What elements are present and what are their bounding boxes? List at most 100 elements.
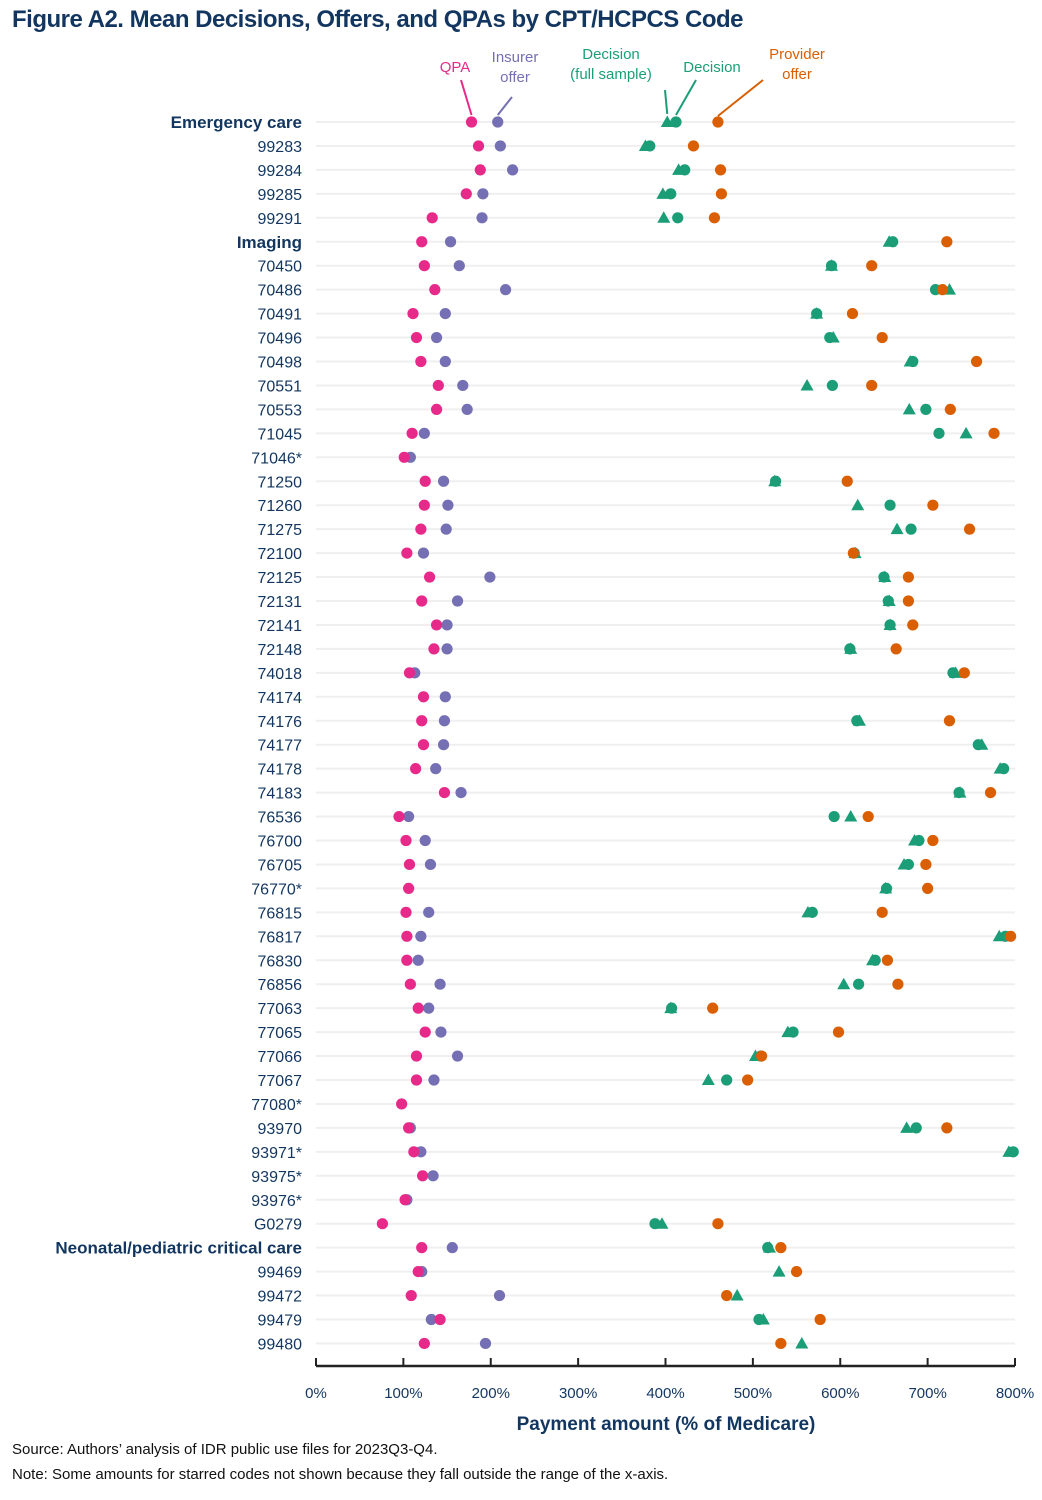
group-label: Emergency care: [171, 113, 302, 132]
code-label: 93971*: [251, 1145, 302, 1162]
insurer-offer-point: [430, 763, 442, 775]
provider-offer-point: [907, 619, 919, 631]
decision-point: [649, 1218, 661, 1230]
decision-point: [913, 834, 925, 847]
provider-offer-point: [790, 1266, 803, 1278]
insurer-offer-point: [453, 260, 465, 272]
provider-offer-point: [941, 1122, 953, 1134]
decision-full-sample-point: [657, 211, 671, 223]
qpa-point: [396, 1098, 408, 1110]
decision-point: [902, 858, 915, 871]
provider-offer-point: [756, 1050, 768, 1062]
provider-offer-point: [866, 260, 878, 272]
x-tick-label: 200%: [472, 1385, 510, 1402]
legend-label-line: Insurer: [492, 49, 539, 66]
qpa-point: [403, 667, 416, 679]
qpa-point: [419, 1026, 431, 1038]
qpa-point: [472, 140, 485, 152]
insurer-offer-point: [424, 858, 437, 871]
code-label: 99472: [258, 1289, 303, 1306]
data-points: [376, 115, 1019, 1350]
insurer-offer-point: [479, 1337, 492, 1350]
provider-offer-point: [876, 906, 888, 918]
x-tick-label: 700%: [908, 1385, 946, 1402]
insurer-offer-point: [441, 643, 453, 655]
qpa-point: [404, 978, 416, 990]
code-label: G0279: [254, 1217, 302, 1234]
decision-point: [884, 619, 896, 631]
qpa-point: [432, 379, 444, 392]
insurer-offer-point: [444, 236, 457, 248]
x-tick-label: 400%: [646, 1385, 684, 1402]
decision-point: [852, 978, 865, 990]
provider-offer-point: [1005, 930, 1017, 942]
insurer-offer-point: [494, 140, 506, 152]
decision-point: [644, 140, 656, 152]
qpa-point: [393, 810, 405, 823]
code-label: 99284: [258, 163, 303, 180]
decision-point: [811, 308, 823, 320]
code-label: 70450: [258, 259, 303, 276]
insurer-offer-point: [425, 1313, 437, 1326]
decision-point: [806, 906, 818, 918]
insurer-offer-point: [430, 331, 443, 344]
qpa-point: [465, 116, 478, 128]
code-label: 76705: [258, 857, 303, 874]
qpa-point: [417, 691, 430, 703]
provider-offer-point: [775, 1337, 787, 1350]
decision-point: [825, 260, 838, 272]
code-label: 70491: [258, 307, 303, 324]
qpa-point: [430, 619, 443, 631]
qpa-point: [474, 164, 486, 176]
code-label: 74018: [258, 666, 303, 683]
dot-plot-chart: Emergency care 99283 99284 99285 99291 Imagin…: [55, 46, 1034, 1435]
code-label: 77080*: [251, 1097, 302, 1114]
legend-label-insurer: Insurer offer: [492, 49, 539, 86]
qpa-point: [418, 1337, 430, 1350]
code-label: 77065: [258, 1025, 303, 1042]
provider-offer-point: [846, 308, 859, 320]
insurer-offer-point: [423, 906, 435, 918]
provider-offer-point: [847, 547, 859, 559]
legend-label-qpa: QPA: [440, 59, 471, 76]
decision-full-sample-point: [851, 498, 865, 511]
code-label: 74178: [258, 762, 303, 779]
provider-offer-point: [721, 1289, 733, 1302]
code-label: 76536: [258, 810, 303, 827]
code-label: 93970: [258, 1121, 303, 1138]
insurer-offer-point: [455, 787, 467, 799]
decision-point: [998, 763, 1010, 775]
insurer-offer-point: [437, 475, 450, 487]
qpa-point: [376, 1218, 389, 1230]
code-label: 77063: [258, 1001, 303, 1018]
qpa-point: [410, 1074, 423, 1086]
decision-full-sample-point: [837, 977, 851, 990]
code-label: 99283: [258, 139, 303, 156]
code-label: 71275: [258, 522, 303, 539]
legend-leader-line: [664, 89, 669, 115]
decision-point: [769, 475, 782, 487]
code-label: 74176: [258, 714, 303, 731]
qpa-point: [408, 1146, 420, 1158]
decision-point: [887, 236, 899, 248]
qpa-point: [438, 787, 451, 799]
insurer-offer-point: [442, 499, 454, 511]
insurer-offer-point: [412, 954, 424, 966]
insurer-offer-point: [435, 1026, 447, 1038]
provider-offer-point: [714, 164, 727, 176]
decision-full-sample-point: [730, 1289, 744, 1301]
qpa-point: [412, 1002, 424, 1014]
insurer-offer-point: [439, 308, 451, 320]
qpa-point: [460, 188, 472, 200]
provider-offer-point: [687, 140, 700, 152]
code-label: 99469: [258, 1265, 303, 1282]
legend-leader-line: [496, 96, 513, 116]
qpa-point: [429, 284, 441, 296]
legend-label-line: QPA: [440, 59, 471, 76]
decision-point: [878, 571, 890, 583]
qpa-point: [398, 451, 410, 463]
qpa-point: [416, 715, 428, 727]
provider-offer-point: [920, 858, 932, 871]
decision-full-sample-point: [795, 1336, 809, 1349]
